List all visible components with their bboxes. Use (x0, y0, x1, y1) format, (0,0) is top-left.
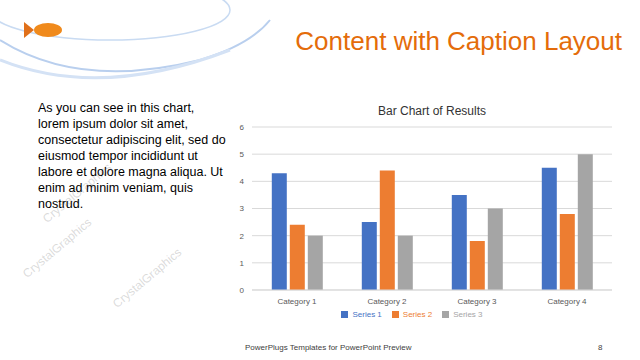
html-text:Bar Chart of Results: Bar Chart of Results (378, 104, 486, 118)
svg-text:6: 6 (240, 123, 245, 132)
html-text:Series 2: Series 2 (402, 310, 433, 319)
html-text:Series 1: Series 1 (352, 310, 382, 319)
html-text:As you can see in this chart,: As you can see in this chart, lorem ipsu… (38, 101, 226, 211)
svg-text:1: 1 (240, 259, 245, 268)
svg-text:0: 0 (240, 286, 245, 295)
html-text:8: 8 (598, 343, 603, 352)
svg-text:4: 4 (240, 177, 245, 186)
html-text:Content with Caption Layout: Content with Caption Layout (295, 26, 622, 56)
svg-text:Category 4: Category 4 (547, 297, 587, 306)
html-text:PowerPlugs Templates for Power: PowerPlugs Templates for PowerPoint Prev… (245, 343, 412, 352)
svg-text:5: 5 (240, 150, 245, 159)
html-text:CrystalGraphics: CrystalGraphics (40, 160, 115, 226)
html-text:Series 3: Series 3 (453, 310, 483, 319)
svg-text:Category 1: Category 1 (277, 297, 317, 306)
svg-text:Category 3: Category 3 (457, 297, 497, 306)
svg-text:Category 2: Category 2 (367, 297, 407, 306)
html-text:CrystalGraphics: CrystalGraphics (110, 245, 185, 311)
svg-text:2: 2 (240, 232, 245, 241)
html-text:CrystalGraphics: CrystalGraphics (20, 215, 95, 281)
svg-text:3: 3 (240, 204, 245, 213)
